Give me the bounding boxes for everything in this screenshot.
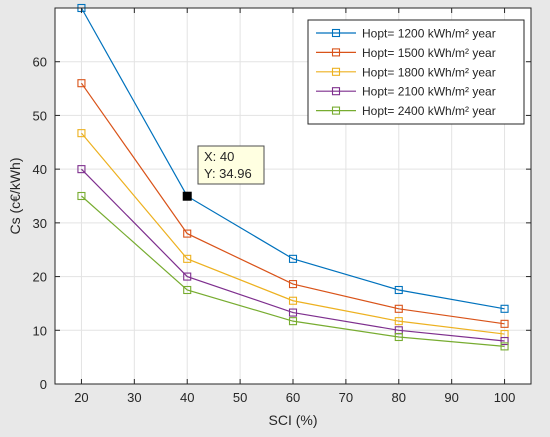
x-tick-label: 100	[494, 390, 516, 405]
data-point	[288, 308, 298, 317]
y-tick-label: 30	[33, 216, 47, 231]
series-line	[81, 168, 505, 342]
data-point	[500, 342, 509, 351]
data-point	[500, 319, 509, 328]
data-point	[394, 285, 403, 295]
x-tick-label: 30	[127, 390, 141, 405]
data-point	[183, 254, 192, 263]
legend-entry-label: Hopt= 1200 kWh/m² year	[362, 27, 496, 41]
series-layer	[77, 3, 509, 351]
data-point	[288, 296, 298, 305]
legend-swatch-marker	[331, 87, 341, 96]
data-point	[77, 165, 86, 174]
legend-entry-label: Hopt= 1800 kWh/m² year	[362, 65, 496, 79]
data-point	[394, 332, 403, 342]
y-tick-label: 20	[33, 270, 47, 285]
legend-swatch-marker	[331, 106, 341, 115]
datatip-box	[197, 145, 265, 185]
series-5	[77, 191, 509, 351]
x-tick-label: 80	[392, 390, 406, 405]
x-tick-label: 50	[233, 390, 247, 405]
x-tick-label: 90	[444, 390, 458, 405]
series-2	[77, 79, 509, 328]
legend[interactable]: Hopt= 1200 kWh/m² year Hopt= 1500 kWh/m² …	[307, 19, 525, 125]
legend-swatch-marker	[331, 67, 341, 76]
data-point	[288, 254, 298, 263]
legend-entry-label: Hopt= 2100 kWh/m² year	[362, 85, 496, 99]
x-tick-label: 70	[339, 390, 353, 405]
y-tick-label: 0	[40, 377, 47, 392]
x-tick-label: 60	[286, 390, 300, 405]
datatip-y-label: Y: 34.96	[204, 166, 252, 181]
legend-entry-label: Hopt= 2400 kWh/m² year	[362, 104, 496, 118]
legend-swatch-marker	[331, 28, 341, 38]
data-point	[394, 304, 403, 313]
data-point	[288, 280, 298, 289]
y-tick-label: 60	[33, 55, 47, 70]
series-line	[81, 195, 505, 347]
datatip[interactable]: X: 40 Y: 34.96	[182, 145, 265, 201]
y-tick-label: 10	[33, 323, 47, 338]
legend-entry-label: Hopt= 1500 kWh/m² year	[362, 46, 496, 60]
data-point	[77, 191, 86, 201]
x-tick-label: 20	[74, 390, 88, 405]
data-point	[288, 317, 298, 326]
series-4	[77, 165, 509, 346]
series-line	[80, 82, 505, 325]
x-axis-label: SCI (%)	[269, 412, 318, 428]
data-point	[183, 272, 192, 281]
legend-swatch-marker	[331, 48, 341, 57]
series-line	[80, 7, 505, 310]
y-axis-label: Cs (c€/kWh)	[7, 158, 23, 235]
x-tick-label: 40	[180, 390, 194, 405]
data-point	[183, 285, 192, 295]
y-tick-label: 50	[33, 108, 47, 123]
data-point	[394, 317, 403, 326]
axis-ticks: 20 30 40 50 60 70 80 90 100 0 10 20 30 40 50 60	[33, 8, 531, 405]
y-tick-label: 40	[33, 162, 47, 177]
datatip-x-label: X: 40	[204, 149, 234, 164]
data-point	[500, 336, 509, 346]
data-point	[77, 79, 86, 88]
series-line	[80, 132, 505, 335]
data-point	[77, 129, 86, 138]
data-point	[500, 304, 509, 313]
data-point	[183, 229, 192, 238]
datatip-marker	[182, 191, 192, 201]
